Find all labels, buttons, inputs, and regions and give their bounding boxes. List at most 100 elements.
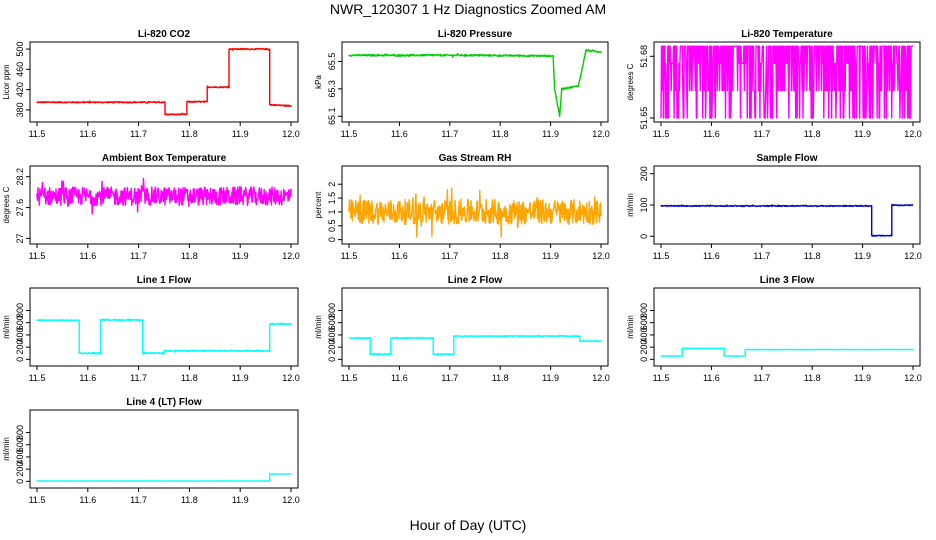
plot-frame (341, 287, 609, 367)
x-tick-label: 11.8 (804, 251, 821, 261)
x-tick-label: 11.8 (492, 373, 509, 383)
x-tick-label: 11.8 (804, 373, 821, 383)
y-tick-label: 51.65 (639, 107, 649, 130)
x-tick-label: 11.8 (181, 373, 198, 383)
x-tick-label: 12.0 (282, 495, 300, 505)
panel-li820-co2: Li-820 CO2 Licor ppm 11.5 11.6 11.7 11.8 11.9 1… (2, 29, 300, 139)
y-tick-label: 0 (327, 357, 337, 362)
panel-li820-temperature: Li-820 Temperature degrees C 11.5 11.6 11.7 1… (626, 29, 922, 139)
y-axis-label: ml/min (626, 315, 635, 339)
x-tick-label: 11.6 (391, 373, 408, 383)
x-tick-label: 11.6 (79, 251, 96, 261)
x-tick-label: 11.5 (341, 251, 358, 261)
series-line-line2-flow (348, 334, 602, 356)
panel-title: Line 1 Flow (137, 275, 192, 286)
x-tick-label: 12.0 (592, 129, 610, 139)
x-tick-label: 11.9 (542, 373, 559, 383)
y-tick-label: 500 (15, 42, 25, 57)
x-axis-title: Hour of Day (UTC) (409, 517, 527, 533)
panel-line1-flow: Line 1 Flow ml/min 11.5 11.6 11.7 11.8 11.9 12.… (2, 275, 300, 383)
series-line-sample-flow (660, 203, 914, 237)
x-tick-label: 12.0 (592, 251, 610, 261)
panel-ambient-box-temperature: Ambient Box Temperature degrees C 11.5 11.6… (2, 153, 300, 261)
x-tick-label: 11.6 (391, 129, 408, 139)
y-tick-label: 200 (15, 340, 25, 355)
panel-title: Line 2 Flow (448, 275, 503, 286)
x-tick-label: 11.7 (441, 129, 458, 139)
panel-title: Li-820 Pressure (438, 29, 513, 40)
y-axis-label: ml/min (2, 437, 11, 461)
panel-sample-flow: Sample Flow ml/min 11.5 11.6 11.7 11.8 11.9 12.… (626, 153, 922, 261)
plot-frame (653, 165, 921, 245)
y-tick-label: 600 (639, 315, 649, 330)
y-tick-label: 0 (639, 234, 649, 239)
y-tick-label: 200 (327, 340, 337, 355)
x-tick-label: 11.7 (130, 251, 147, 261)
x-tick-label: 11.7 (753, 251, 770, 261)
y-tick-label: 400 (639, 327, 649, 342)
y-axis-label: ml/min (626, 193, 635, 217)
x-tick-label: 11.9 (542, 251, 559, 261)
series-line-ambient-box-temperature (36, 177, 292, 215)
y-tick-label: 0 (15, 479, 25, 484)
x-tick-label: 12.0 (282, 373, 300, 383)
x-tick-label: 11.9 (854, 129, 871, 139)
x-tick-label: 11.5 (29, 129, 46, 139)
plot-frame (653, 287, 921, 367)
x-tick-label: 11.5 (29, 495, 46, 505)
y-tick-label: 200 (15, 462, 25, 477)
plot-frame (341, 41, 609, 123)
x-tick-label: 11.6 (703, 129, 720, 139)
x-tick-label: 11.5 (29, 373, 46, 383)
plot-frame (653, 41, 921, 123)
y-tick-label: 0.5 (327, 220, 337, 233)
y-tick-label: 800 (15, 303, 25, 318)
y-tick-label: 460 (15, 62, 25, 77)
y-tick-label: 400 (15, 327, 25, 342)
x-tick-label: 12.0 (282, 129, 300, 139)
x-tick-label: 11.8 (181, 495, 198, 505)
y-tick-label: 380 (15, 102, 25, 117)
y-tick-label: 200 (639, 340, 649, 355)
y-axis-label: ml/min (314, 315, 323, 339)
y-tick-label: 100 (639, 197, 649, 212)
x-tick-label: 11.8 (181, 251, 198, 261)
panel-li820-pressure: Li-820 Pressure kPa 11.5 11.6 11.7 11.8 11.9 12… (314, 29, 610, 139)
plot-frame (29, 409, 299, 489)
panel-line4-flow: Line 4 (LT) Flow ml/min 11.5 11.6 11.7 11.8 11… (2, 397, 300, 505)
x-tick-label: 11.9 (232, 129, 249, 139)
x-tick-label: 11.5 (653, 251, 670, 261)
y-tick-label: 400 (15, 449, 25, 464)
y-tick-label: 800 (327, 303, 337, 318)
y-tick-label: 28.2 (15, 168, 25, 186)
y-axis-label: degrees C (626, 63, 635, 100)
x-tick-label: 12.0 (904, 373, 922, 383)
y-tick-label: 200 (639, 166, 649, 181)
x-tick-label: 11.6 (703, 373, 720, 383)
y-tick-label: 27 (15, 233, 25, 243)
y-tick-label: 1 (327, 209, 337, 214)
plot-frame (29, 287, 299, 367)
y-tick-label: 51.68 (639, 45, 649, 68)
plot-frame (341, 165, 609, 245)
x-tick-label: 11.5 (341, 129, 358, 139)
series-line-gas-stream-rh (348, 187, 602, 238)
y-tick-label: 2 (327, 182, 337, 187)
x-tick-label: 12.0 (904, 129, 922, 139)
x-tick-label: 12.0 (282, 251, 300, 261)
series-line-line1-flow (36, 318, 292, 355)
panel-line3-flow: Line 3 Flow ml/min 11.5 11.6 11.7 11.8 11.9 12.… (626, 275, 922, 383)
y-tick-label: 65.3 (327, 80, 337, 98)
x-tick-label: 11.9 (232, 373, 249, 383)
panel-title: Line 4 (LT) Flow (126, 397, 202, 408)
series-line-li820-co2 (36, 47, 292, 116)
series-line-li820-pressure (348, 49, 602, 117)
y-tick-label: 600 (15, 437, 25, 452)
x-tick-label: 11.6 (79, 373, 96, 383)
x-tick-label: 11.7 (441, 251, 458, 261)
y-tick-label: 800 (639, 303, 649, 318)
y-tick-label: 420 (15, 82, 25, 97)
x-tick-label: 11.9 (854, 251, 871, 261)
